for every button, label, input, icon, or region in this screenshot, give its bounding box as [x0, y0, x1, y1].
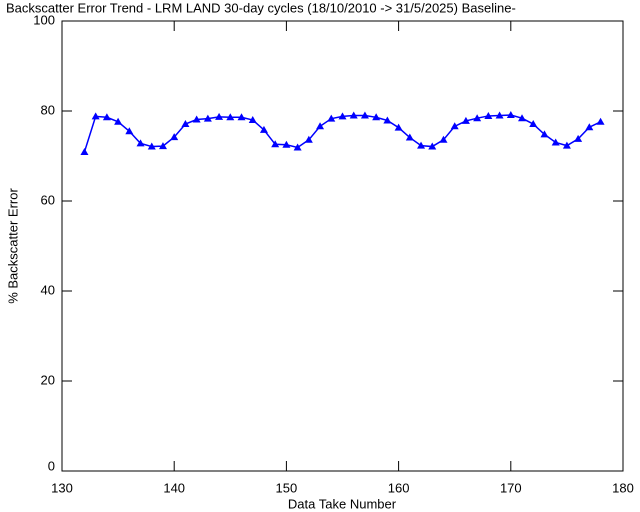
data-point [158, 142, 167, 150]
data-point [80, 147, 89, 155]
data-point [360, 111, 369, 119]
data-point [293, 143, 302, 151]
data-point [439, 135, 448, 143]
x-tick-label: 170 [500, 480, 522, 495]
data-point [394, 123, 403, 131]
data-point [450, 122, 459, 130]
data-point [562, 141, 571, 149]
data-point [147, 142, 156, 150]
data-point [518, 114, 527, 122]
data-point [585, 123, 594, 131]
data-point [114, 117, 123, 125]
data-point [91, 112, 100, 120]
data-point [596, 117, 605, 125]
data-point [417, 141, 426, 149]
data-point [338, 112, 347, 120]
data-point [506, 111, 515, 119]
y-tick-label: 60 [41, 192, 55, 207]
x-tick-label: 140 [163, 480, 185, 495]
y-tick-label: 20 [41, 372, 55, 387]
data-point [248, 116, 257, 123]
data-point [102, 113, 111, 121]
x-tick-label: 130 [51, 480, 73, 495]
x-axis-label: Data Take Number [288, 496, 397, 511]
data-point [282, 140, 291, 148]
data-point [136, 139, 145, 147]
data-point [237, 113, 246, 121]
plot-frame [61, 20, 624, 472]
data-point [574, 134, 583, 142]
y-axis-label: % Backscatter Error [5, 188, 20, 304]
data-point [192, 115, 201, 123]
y-tick-label: 100 [33, 12, 55, 27]
data-point [181, 120, 190, 128]
data-point [259, 125, 268, 133]
data-point [215, 112, 224, 120]
y-tick-label: 80 [41, 102, 55, 117]
data-point [428, 142, 437, 150]
y-tick-label: 40 [41, 282, 55, 297]
data-point [461, 116, 470, 124]
x-tick-label: 180 [612, 480, 634, 495]
data-point [226, 113, 235, 121]
y-tick-label: 0 [48, 458, 55, 473]
data-point [271, 140, 280, 148]
chart-title: Backscatter Error Trend - LRM LAND 30-da… [6, 0, 516, 15]
data-point [304, 135, 313, 143]
x-tick-label: 160 [388, 480, 410, 495]
data-point [473, 114, 482, 122]
data-point [383, 116, 392, 124]
data-point [529, 120, 538, 128]
x-tick-label: 150 [276, 480, 298, 495]
data-point [125, 127, 134, 135]
data-point [405, 133, 414, 141]
data-point [551, 138, 560, 146]
data-point [372, 113, 381, 121]
data-point [484, 111, 493, 119]
data-point [316, 122, 325, 130]
data-point [170, 133, 179, 141]
data-point [327, 114, 336, 122]
data-point [540, 130, 549, 138]
data-point [349, 111, 358, 119]
data-point [203, 114, 212, 122]
data-point [495, 111, 504, 119]
